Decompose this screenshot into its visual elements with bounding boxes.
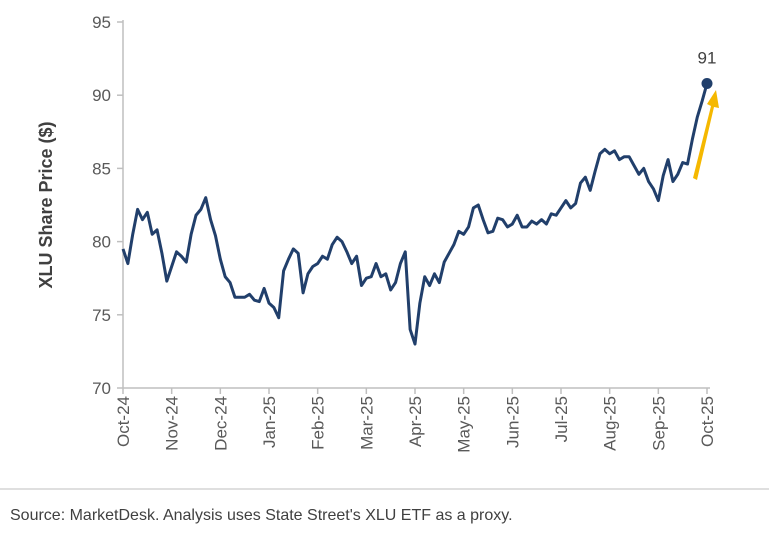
y-tick-label: 90	[92, 86, 111, 105]
end-point	[701, 77, 713, 89]
x-tick-label: Dec-24	[211, 396, 230, 451]
y-tick-label: 75	[92, 306, 111, 325]
x-tick-label: Jan-25	[260, 396, 279, 448]
trend-arrow	[693, 90, 719, 180]
x-tick-label: Feb-25	[309, 396, 328, 450]
x-tick-label: Apr-25	[406, 396, 425, 447]
x-tick-label: Mar-25	[357, 396, 376, 450]
x-tick-label: Jun-25	[503, 396, 522, 448]
x-tick-label: Nov-24	[163, 396, 182, 451]
data-label: 91	[698, 48, 717, 67]
y-tick-label: 85	[92, 159, 111, 178]
x-tick-label: May-25	[455, 396, 474, 453]
x-tick-label: Jul-25	[552, 396, 571, 442]
x-tick-label: Oct-25	[698, 396, 717, 447]
x-tick-label: Sep-25	[649, 396, 668, 451]
source-note: Source: MarketDesk. Analysis uses State …	[10, 507, 513, 524]
x-tick-label: Oct-24	[114, 396, 133, 447]
y-tick-label: 80	[92, 233, 111, 252]
y-tick-label: 95	[92, 13, 111, 32]
y-axis-title: XLU Share Price ($)	[36, 121, 56, 288]
x-tick-label: Aug-25	[601, 396, 620, 451]
y-tick-label: 70	[92, 379, 111, 398]
series-line	[121, 83, 709, 346]
